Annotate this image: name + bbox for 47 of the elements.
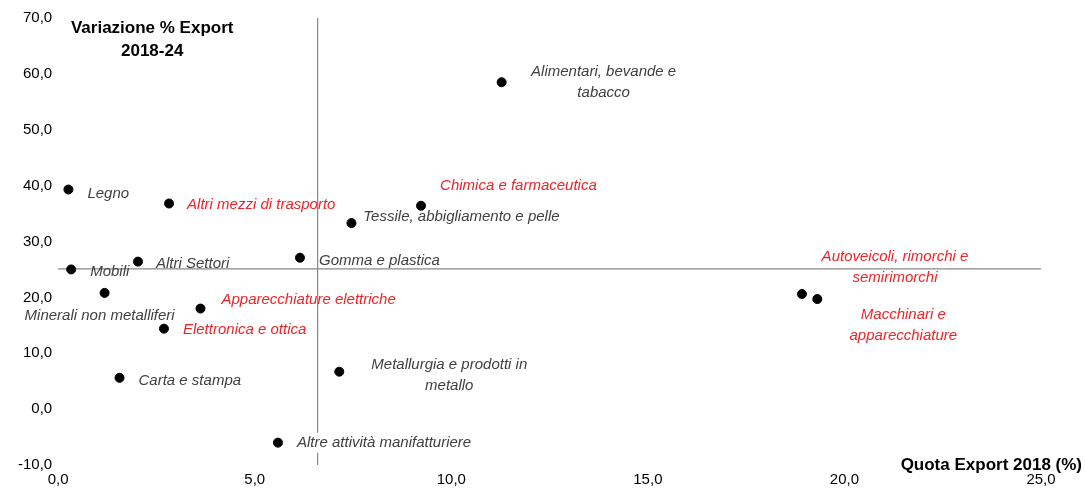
point <box>346 218 357 229</box>
annotation: Macchinari e apparecchiature <box>849 305 958 344</box>
annotation: Altri Settori <box>154 253 231 271</box>
y-tick-label: 60,0 <box>22 64 53 82</box>
y-tick-label: 40,0 <box>22 175 53 193</box>
annotation: Mobili <box>90 261 131 279</box>
annotation: Elettronica e ottica <box>182 319 307 337</box>
point <box>158 323 169 334</box>
point <box>334 366 345 377</box>
x-tick-label: 15,0 <box>633 470 663 488</box>
point <box>195 303 206 314</box>
point <box>496 77 507 88</box>
annotation: Metallurgia e prodotti in metallo <box>371 354 528 393</box>
point <box>99 287 110 298</box>
point <box>132 256 143 267</box>
point <box>63 184 74 195</box>
annotation: Altre attività manifatturiere <box>295 432 472 450</box>
point <box>114 372 125 383</box>
annotation: Alimentari, bevande e tabacco <box>530 62 677 101</box>
annotation: Altri mezzi di trasporto <box>186 194 336 212</box>
y-tick-label: 30,0 <box>22 231 53 249</box>
annotation: Minerali non metalliferi <box>24 306 176 324</box>
point <box>66 264 77 275</box>
annotation: Autoveicoli, rimorchi e semirimorchi <box>820 247 969 286</box>
point <box>812 294 823 305</box>
y-tick-label: 70,0 <box>22 8 53 26</box>
point <box>164 198 175 209</box>
x-tick-label: 10,0 <box>436 470 466 488</box>
annotation: Tessile, abbigliamento e pelle <box>363 207 560 225</box>
point <box>272 437 283 448</box>
point <box>796 289 807 300</box>
x-tick-label: 0,0 <box>47 470 69 488</box>
x-tick-label: 20,0 <box>829 470 860 488</box>
annotation: Legno <box>87 183 130 201</box>
y-tick-label: -10,0 <box>17 455 53 473</box>
point <box>416 200 427 211</box>
x-tick-label: 5,0 <box>244 470 266 488</box>
y-tick-label: 0,0 <box>31 399 53 417</box>
annotation: Carta e stampa <box>138 371 242 389</box>
y-tick-label: 20,0 <box>22 287 53 305</box>
annotation: Gomma e plastica <box>318 250 440 268</box>
y-axis-title: Variazione % Export 2018-24 <box>70 17 234 60</box>
y-tick-label: 10,0 <box>22 343 53 361</box>
y-tick-label: 50,0 <box>22 119 53 137</box>
point <box>294 252 305 263</box>
annotation: Apparecchiature elettriche <box>220 289 396 307</box>
annotation: Chimica e farmaceutica <box>440 175 597 193</box>
